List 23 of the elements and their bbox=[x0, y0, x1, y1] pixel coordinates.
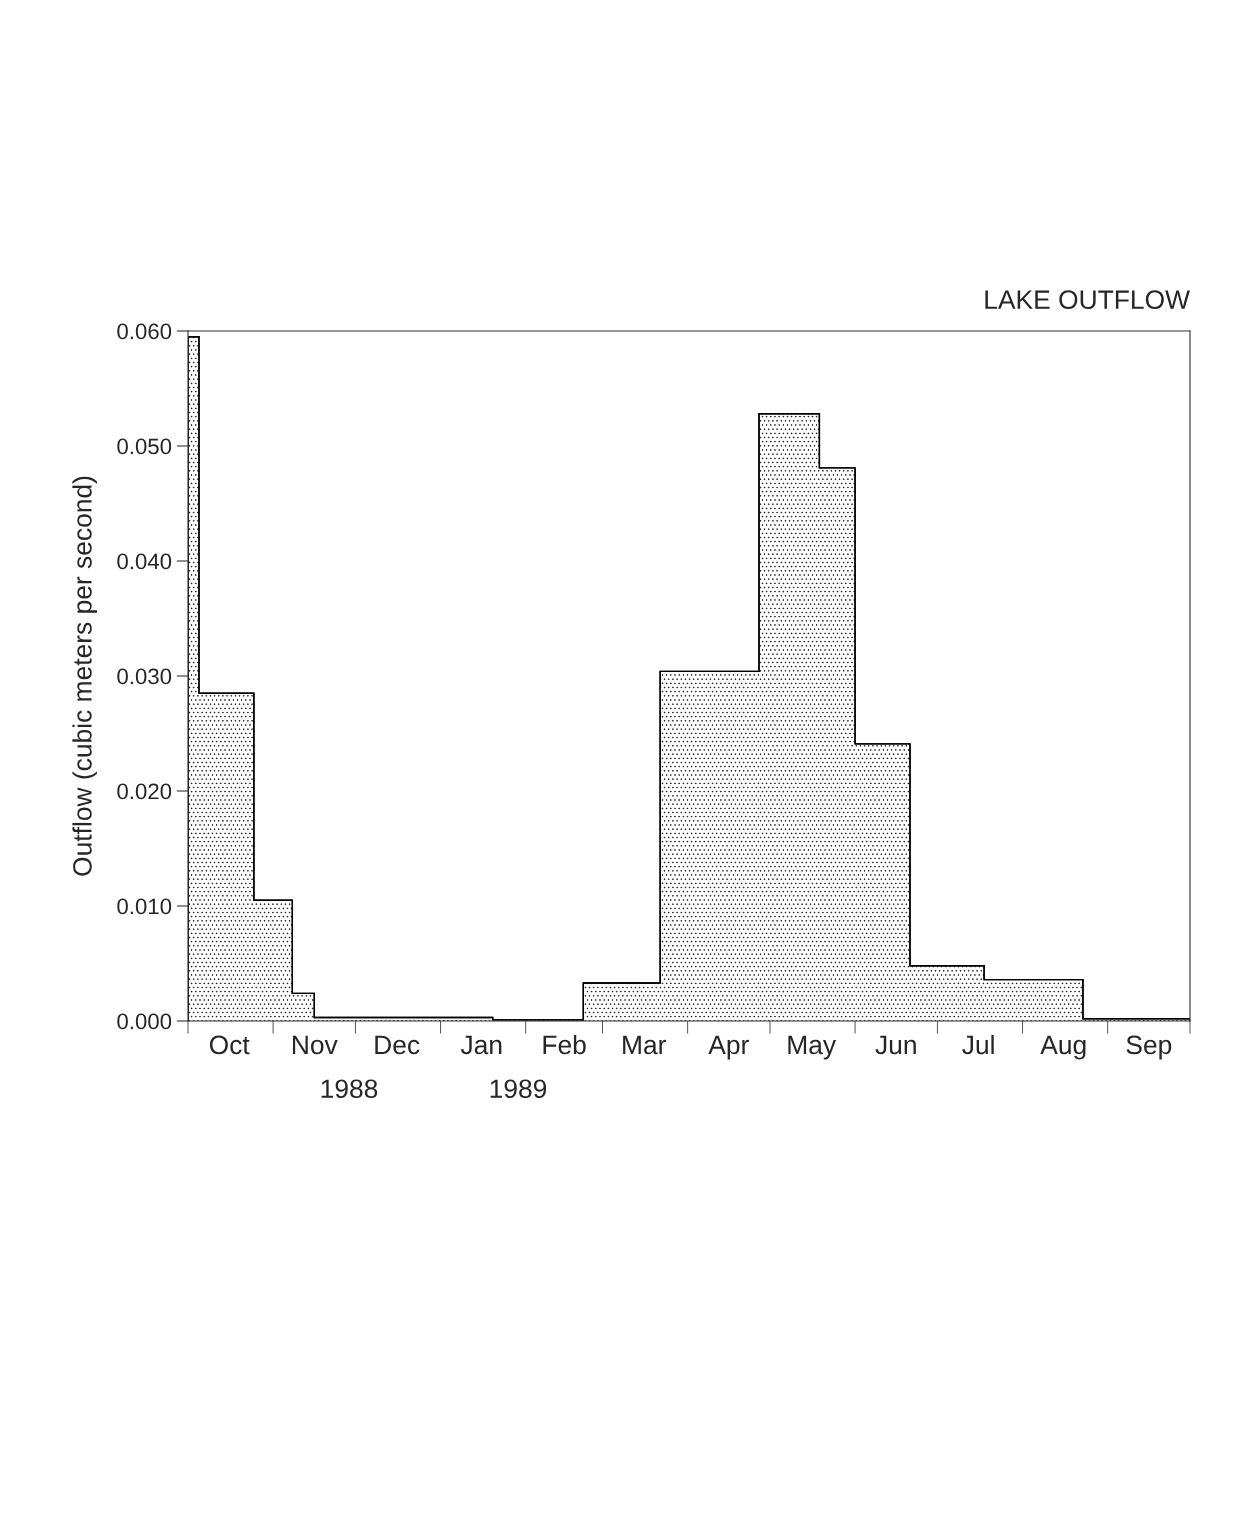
x-tick-label: Jan bbox=[460, 1035, 502, 1055]
x-tick-label: Nov bbox=[292, 1035, 338, 1055]
x-tick-label: May bbox=[788, 1035, 837, 1060]
x-tick-label: Jun bbox=[875, 1035, 916, 1055]
x-tick-label: Dec bbox=[375, 1035, 420, 1055]
y-tick-label: 0.020 bbox=[117, 783, 172, 800]
y-tick-label: 0.010 bbox=[117, 898, 172, 915]
y-axis-title: Outflow (cubic meters per second) bbox=[72, 476, 97, 876]
text: 1989 bbox=[490, 1079, 547, 1099]
y-tick-label: 0.060 bbox=[117, 323, 172, 340]
x-tick-label: Feb bbox=[543, 1034, 586, 1055]
x-tick-label: Oct bbox=[209, 1035, 250, 1055]
x-tick-label: Jul bbox=[962, 1034, 994, 1055]
y-tick-label: 0.050 bbox=[117, 438, 172, 455]
x-tick-label: Apr bbox=[708, 1035, 749, 1060]
text: 1988 bbox=[321, 1079, 378, 1099]
x-tick-label: Sep bbox=[1126, 1035, 1172, 1060]
chart-title: LAKE OUTFLOW bbox=[985, 290, 1190, 310]
x-tick-label: Mar bbox=[623, 1035, 666, 1055]
y-tick-label: 0.030 bbox=[117, 668, 172, 685]
y-tick-label: 0.000 bbox=[117, 1013, 172, 1030]
x-tick-label: Aug bbox=[1040, 1035, 1086, 1060]
y-tick-label: 0.040 bbox=[117, 553, 172, 570]
